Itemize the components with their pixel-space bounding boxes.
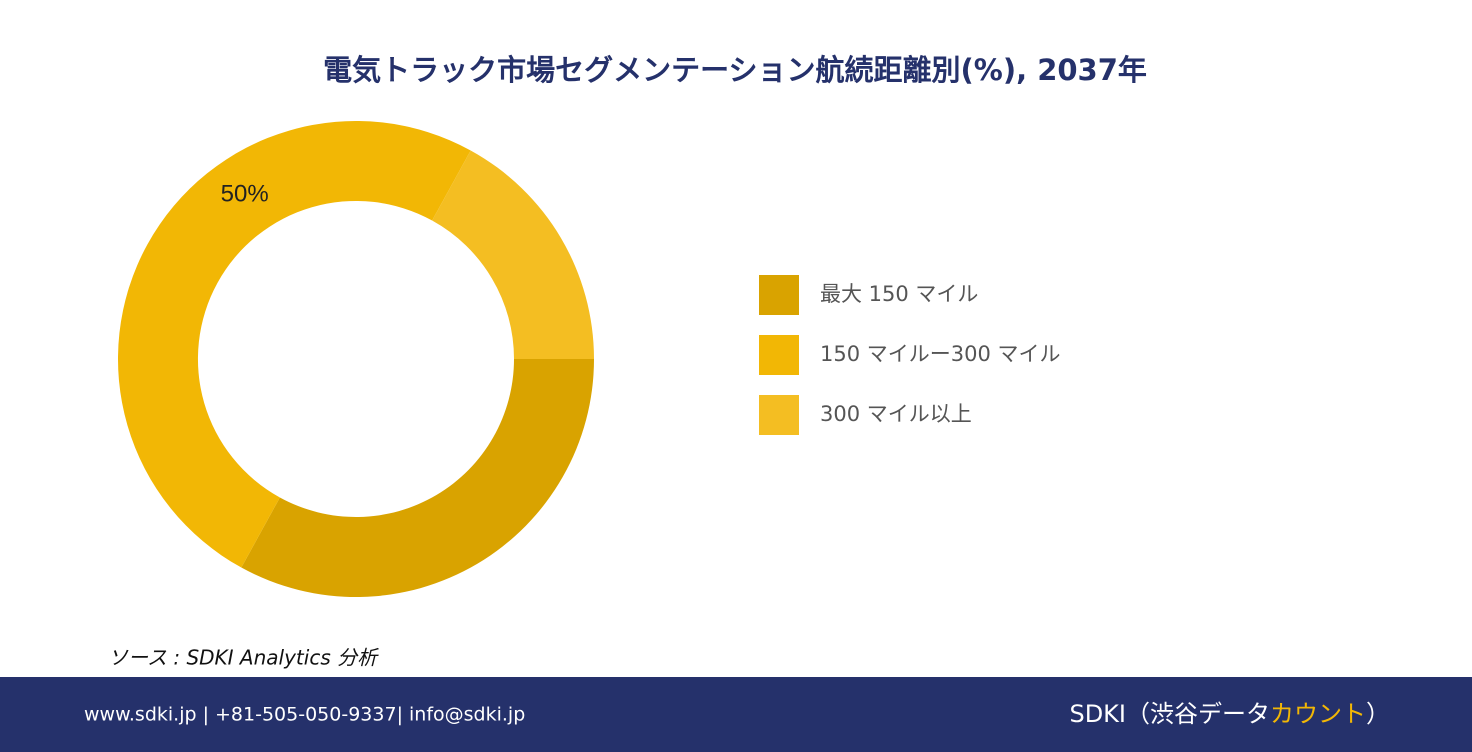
footer-bar (0, 677, 1472, 752)
legend-label: 300 マイル以上 (820, 402, 972, 426)
donut-segment (432, 150, 594, 359)
source-note: ソース : SDKI Analytics 分析 (108, 646, 379, 670)
donut-segment (118, 120, 471, 568)
donut-segment (241, 359, 594, 597)
brand-highlight: カウント (1270, 700, 1366, 728)
donut: 50% (118, 120, 594, 597)
legend-swatch (759, 395, 799, 435)
brand-suffix: ） (1366, 700, 1390, 728)
legend-swatch (759, 275, 799, 315)
legend-swatch (759, 335, 799, 375)
footer-brand: SDKI（渋谷データカウント） (1069, 700, 1390, 728)
brand-prefix: SDKI（渋谷データ (1069, 700, 1270, 728)
legend-label: 最大 150 マイル (820, 282, 978, 306)
chart-title: 電気トラック市場セグメンテーション航続距離別(%), 2037年 (323, 53, 1147, 87)
data-label: 50% (221, 181, 269, 208)
legend-label: 150 マイルー300 マイル (820, 342, 1061, 366)
footer-contact: www.sdki.jp | +81-505-050-9337| info@sdk… (84, 704, 525, 726)
legend: 最大 150 マイル 150 マイルー300 マイル 300 マイル以上 (759, 275, 1061, 435)
